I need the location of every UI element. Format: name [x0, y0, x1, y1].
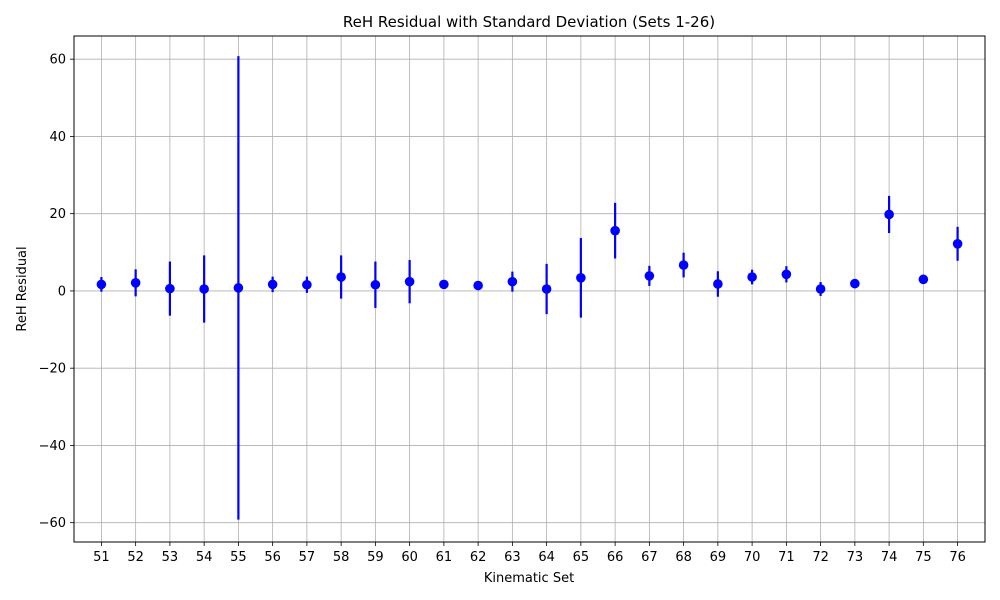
x-tick-label: 74 [881, 550, 898, 565]
x-tick-label: 71 [778, 550, 795, 565]
data-point [678, 260, 689, 270]
data-point [713, 279, 723, 289]
x-tick-label: 58 [333, 550, 350, 565]
y-tick-label: 40 [49, 130, 66, 145]
data-point [130, 278, 141, 288]
data-point [815, 284, 826, 294]
y-tick-label: −60 [39, 516, 66, 531]
data-point [96, 279, 107, 290]
x-tick-label: 63 [504, 550, 521, 565]
data-point [507, 276, 518, 287]
data-point [439, 279, 449, 290]
x-tick-label: 68 [675, 550, 692, 565]
x-tick-label: 51 [93, 550, 110, 565]
x-axis-ticks: 51 52 53 54 55 56 57 58 59 60 61 62 63 64 65 66 67 68 69 70… [93, 542, 966, 565]
x-tick-label: 75 [915, 550, 932, 565]
x-tick-label: 65 [573, 550, 590, 565]
x-tick-label: 60 [401, 550, 418, 565]
data-point [610, 225, 620, 236]
data-point [267, 279, 278, 290]
plot-frame [73, 35, 986, 543]
x-tick-label: 70 [744, 550, 761, 565]
x-tick-label: 76 [949, 550, 966, 565]
y-axis-label: ReH Residual [15, 246, 30, 331]
data-point [302, 279, 312, 290]
data-point [576, 272, 586, 283]
x-tick-label: 52 [127, 550, 144, 565]
y-tick-label: −20 [39, 362, 66, 377]
x-tick-label: 57 [299, 550, 316, 565]
x-tick-label: 67 [641, 550, 658, 565]
data-point [747, 272, 757, 282]
data-point [541, 284, 552, 294]
x-tick-label: 54 [196, 550, 213, 565]
data-point [918, 274, 929, 285]
x-tick-label: 55 [230, 550, 247, 565]
x-tick-label: 64 [538, 550, 555, 565]
data-point [199, 284, 209, 294]
x-tick-label: 56 [264, 550, 281, 565]
x-tick-label: 61 [436, 550, 453, 565]
data-point [336, 272, 346, 282]
chart-title: ReH Residual with Standard Deviation (Se… [343, 13, 715, 31]
data-point [884, 209, 894, 220]
y-axis-ticks: −60 −40 −20 0 20 40 60 [39, 53, 74, 531]
y-tick-label: 0 [58, 284, 66, 299]
x-axis-label: Kinematic Set [484, 571, 574, 586]
data-point [404, 276, 415, 287]
x-tick-label: 53 [162, 550, 179, 565]
y-tick-label: 20 [49, 207, 66, 222]
x-tick-label: 66 [607, 550, 624, 565]
x-tick-label: 69 [710, 550, 727, 565]
data-point [165, 283, 175, 294]
plot-area [74, 36, 985, 542]
data-point [473, 280, 483, 291]
y-tick-label: 60 [49, 53, 66, 68]
data-point [644, 271, 655, 281]
data-points [96, 209, 963, 294]
x-tick-label: 72 [812, 550, 829, 565]
data-point [781, 269, 792, 280]
x-tick-label: 73 [847, 550, 864, 565]
data-point [233, 283, 244, 293]
x-tick-label: 62 [470, 550, 487, 565]
data-point [850, 278, 860, 289]
data-point [952, 239, 963, 249]
data-point [370, 279, 381, 290]
x-tick-label: 59 [367, 550, 384, 565]
y-tick-label: −40 [39, 439, 66, 454]
